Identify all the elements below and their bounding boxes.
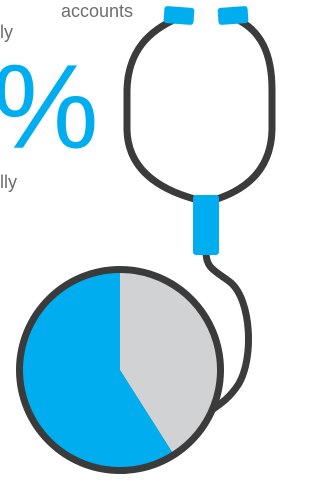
earpiece: [163, 6, 194, 25]
left-tube: [127, 18, 198, 200]
infographic: accounts ly % lly: [0, 0, 291, 486]
caption-text: ly: [0, 22, 13, 42]
caption-text: lly: [0, 172, 17, 192]
caption-text: accounts: [61, 1, 133, 21]
big-percent: %: [0, 40, 99, 174]
earpiece: [217, 6, 248, 25]
page: {"texts": {"line1": "accounts", "line2":…: [0, 0, 291, 486]
connector: [193, 195, 219, 255]
pie: [23, 273, 217, 467]
right-tube: [214, 18, 272, 200]
